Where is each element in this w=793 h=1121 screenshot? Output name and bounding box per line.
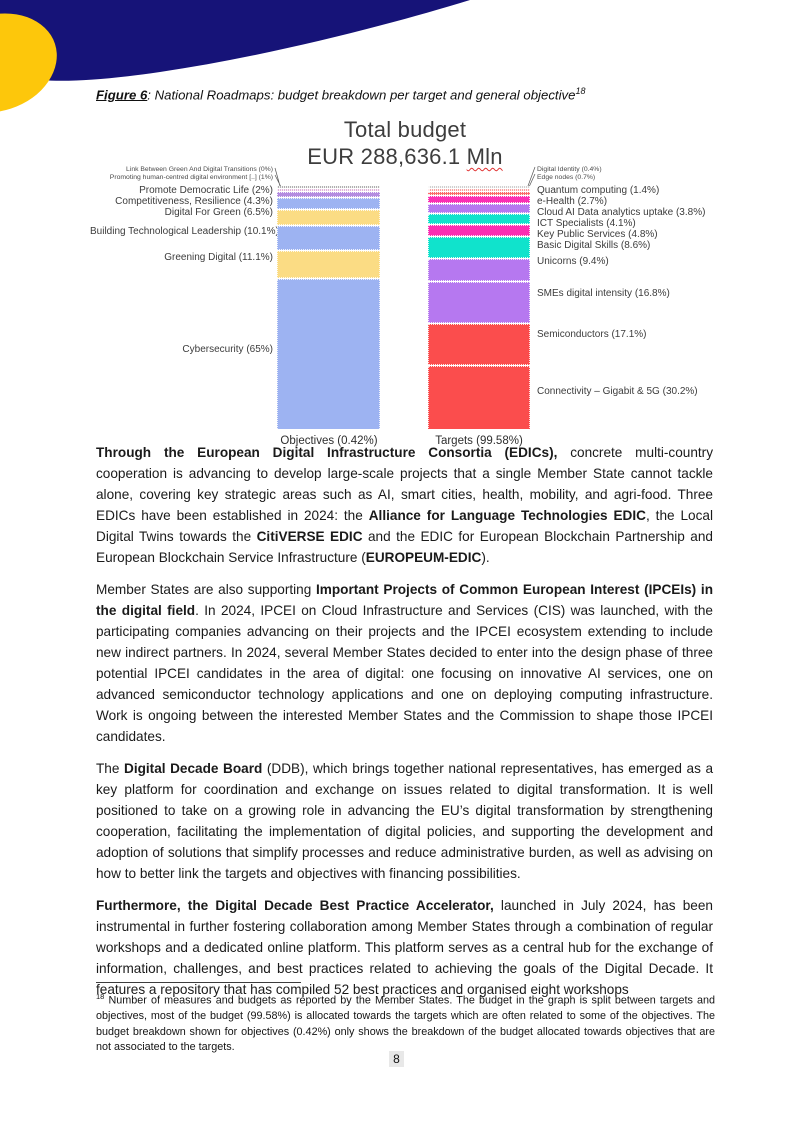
figure-caption-footnote-ref: 18 — [575, 86, 586, 96]
chart-title-amount: EUR 288,636.1 — [307, 144, 467, 169]
text-run: and the EDIC for European Blockchain Par… — [96, 529, 713, 565]
bar-segment — [428, 323, 530, 365]
bar-segment — [277, 251, 380, 278]
bar-objectives — [277, 186, 380, 429]
text-run: Member States are also supporting — [96, 582, 316, 597]
bar-segment — [428, 213, 530, 224]
segment-label: Cloud AI Data analytics uptake (3.8%) — [537, 207, 706, 218]
bar-segment — [428, 224, 530, 237]
axis-label-objectives: Objectives (0.42%) — [280, 435, 378, 447]
chart-title-line1: Total budget — [343, 117, 467, 142]
bold-run: Through the European Digital Infrastruct… — [96, 445, 558, 460]
text-run: concrete multi-country cooperation is ad… — [96, 445, 713, 523]
text-run: launched in July 2024, has been instrume… — [96, 898, 713, 997]
budget-chart: Total budget EUR 288,636.1 Mln Link Betw… — [90, 116, 720, 447]
bar-segment — [277, 189, 380, 192]
body-text: Through the European Digital Infrastruct… — [96, 442, 713, 1011]
objectives-labels: Link Between Green And Digital Transitio… — [90, 166, 279, 429]
footnote-ref: 18 — [96, 992, 105, 1001]
footnote-separator — [96, 982, 301, 983]
text-run: , the Local Digital Twins towards the — [96, 508, 713, 544]
body-paragraph: Furthermore, the Digital Decade Best Pra… — [96, 895, 713, 1000]
segment-label: Quantum computing (1.4%) — [537, 185, 660, 196]
bar-segment — [277, 186, 380, 188]
bar-segment — [277, 226, 380, 251]
bold-run: Important Projects of Common European In… — [96, 582, 713, 618]
segment-label: Greening Digital (11.1%) — [164, 251, 273, 263]
bar-segment — [428, 186, 530, 188]
segment-label: e-Health (2.7%) — [537, 196, 608, 207]
chart-title: Total budget EUR 288,636.1 Mln — [90, 116, 720, 170]
segment-label: Connectivity – Gigabit & 5G (30.2%) — [537, 386, 698, 398]
body-paragraph: Through the European Digital Infrastruct… — [96, 442, 713, 568]
bold-run: Digital Decade Board — [124, 761, 263, 776]
bar-segment — [277, 278, 380, 429]
segment-label: Promoting human-centred digital environm… — [109, 174, 273, 181]
segment-label: Promote Democratic Life (2%) — [139, 185, 273, 196]
figure-caption-label: Figure 6 — [96, 87, 148, 103]
segment-label: Key Public Services (4.8%) — [537, 229, 658, 240]
body-paragraph: The Digital Decade Board (DDB), which br… — [96, 758, 713, 884]
chart-body: Link Between Green And Digital Transitio… — [90, 166, 720, 447]
corner-decoration — [0, 0, 470, 113]
body-paragraph: Member States are also supporting Import… — [96, 579, 713, 747]
bar-targets — [428, 186, 530, 429]
page-number-value: 8 — [389, 1051, 404, 1067]
text-run: ). — [481, 550, 490, 565]
segment-label: Unicorns (9.4%) — [537, 255, 609, 267]
bold-run: Alliance for Language Technologies EDIC — [368, 508, 646, 523]
segment-label: ICT Specialists (4.1%) — [537, 218, 636, 229]
bar-segment — [277, 209, 380, 226]
bar-segment — [428, 189, 530, 191]
text-run: (DDB), which brings together national re… — [96, 761, 714, 881]
chart-title-line2: EUR 288,636.1 Mln — [90, 143, 720, 170]
bar-segment — [428, 203, 530, 213]
segment-label: Building Technological Leadership (10.1%… — [90, 225, 279, 237]
text-run: . In 2024, IPCEI on Cloud Infrastructure… — [96, 603, 713, 744]
segment-label: Link Between Green And Digital Transitio… — [126, 166, 273, 173]
bar-segment — [277, 192, 380, 198]
segment-label: Cybersecurity (65%) — [182, 344, 273, 356]
bold-run: EUROPEUM-EDIC — [365, 550, 482, 565]
bold-run: Furthermore, the Digital Decade Best Pra… — [96, 898, 494, 913]
navy-swoosh-shape — [0, 0, 470, 81]
axis-label-targets: Targets (99.58%) — [435, 435, 523, 447]
yellow-blob-shape — [0, 13, 57, 113]
chart-title-unit-misspelled: Mln — [466, 144, 503, 169]
bar-segment — [428, 196, 530, 203]
bar-segment — [428, 237, 530, 258]
bar-segment — [428, 282, 530, 323]
bar-segment — [428, 192, 530, 196]
bar-segment — [277, 198, 380, 209]
page-number: 8 — [0, 1050, 793, 1068]
segment-label: Semiconductors (17.1%) — [537, 328, 647, 340]
bold-run: CitiVERSE EDIC — [256, 529, 363, 544]
segment-label: Competitiveness, Resilience (4.3%) — [115, 196, 273, 207]
segment-label: Digital Identity (0.4%) — [537, 166, 602, 173]
segment-label: Digital For Green (6.5%) — [164, 207, 273, 218]
footnote: 18 Number of measures and budgets as rep… — [96, 989, 715, 1056]
targets-labels: Digital Identity (0.4%) Edge nodes (0.7%)… — [537, 166, 720, 429]
segment-label: Edge nodes (0.7%) — [537, 174, 596, 181]
figure-caption-text: : National Roadmaps: budget breakdown pe… — [147, 87, 576, 103]
figure-caption: Figure 6: National Roadmaps: budget brea… — [96, 86, 716, 102]
segment-label: SMEs digital intensity (16.8%) — [537, 287, 670, 299]
segment-label: Basic Digital Skills (8.6%) — [537, 240, 651, 251]
text-run: The — [96, 761, 124, 776]
bar-segment — [428, 365, 530, 429]
footnote-text: Number of measures and budgets as report… — [96, 994, 715, 1054]
bar-segment — [428, 258, 530, 282]
